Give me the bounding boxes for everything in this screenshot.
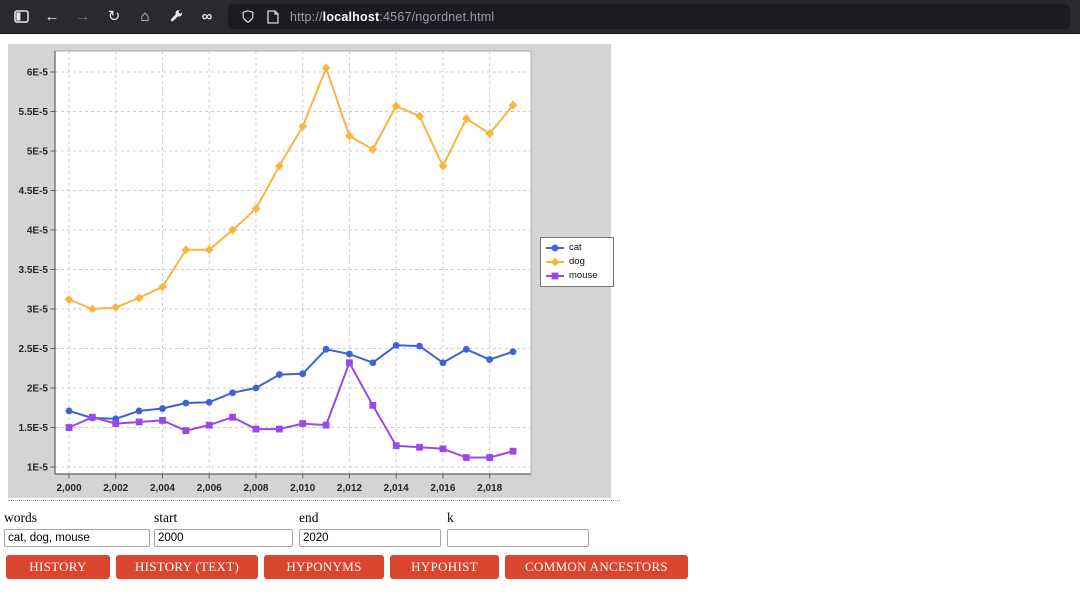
url-text: http://localhost:4567/ngordnet.html [290, 10, 494, 24]
mouse-line [68, 361, 514, 459]
url-host: localhost [322, 9, 380, 24]
k-label: k [447, 510, 454, 525]
chart-svg: 1E-5 1.5E-5 2E-5 2.5E-5 3E-5 3.5E-5 4E-5 4.5E-5… [19, 50, 532, 494]
reload-icon[interactable]: ↻ [107, 8, 121, 25]
svg-text:2.5E-5: 2.5E-5 [19, 344, 49, 355]
svg-text:2,016: 2,016 [430, 483, 455, 494]
svg-text:1.5E-5: 1.5E-5 [19, 423, 49, 434]
words-field-group: words [4, 510, 150, 547]
form-buttons: HISTORY HISTORY (TEXT) HYPONYMS HYPOHIST… [0, 555, 1080, 579]
back-icon[interactable]: ← [44, 8, 60, 25]
common-ancestors-button[interactable]: COMMON ANCESTORS [505, 555, 688, 579]
legend-item-cat: cat [545, 243, 609, 253]
svg-text:6E-5: 6E-5 [27, 68, 49, 79]
svg-text:2,010: 2,010 [290, 483, 315, 494]
forward-icon[interactable]: → [75, 8, 91, 25]
infinity-icon[interactable]: ∞ [201, 8, 213, 25]
hypohist-button[interactable]: HYPOHIST [390, 555, 499, 579]
end-label: end [299, 510, 319, 525]
svg-text:2,018: 2,018 [477, 483, 502, 494]
legend-label-mouse: mouse [569, 270, 598, 282]
legend-item-mouse: mouse [545, 271, 609, 281]
svg-text:3E-5: 3E-5 [27, 305, 49, 316]
form-fields: words start end k [0, 510, 1080, 547]
words-label: words [4, 510, 37, 525]
svg-text:2,000: 2,000 [56, 483, 81, 494]
end-input[interactable] [299, 529, 441, 547]
chart-wrapper: 1E-5 1.5E-5 2E-5 2.5E-5 3E-5 3.5E-5 4E-5 4.5E-5… [8, 44, 620, 501]
svg-text:5E-5: 5E-5 [27, 147, 49, 158]
words-input[interactable] [4, 529, 150, 547]
page-icon[interactable] [266, 8, 279, 26]
wrench-icon[interactable] [167, 8, 185, 26]
history-button[interactable]: HISTORY [6, 555, 110, 579]
end-field-group: end [299, 510, 441, 547]
svg-text:2,006: 2,006 [197, 483, 222, 494]
start-input[interactable] [154, 529, 293, 547]
ngram-chart: 1E-5 1.5E-5 2E-5 2.5E-5 3E-5 3.5E-5 4E-5 4.5E-5… [8, 44, 614, 498]
chart-legend: cat dog mouse [540, 237, 614, 287]
history-text-button[interactable]: HISTORY (TEXT) [116, 555, 258, 579]
hyponyms-button[interactable]: HYPONYMS [264, 555, 384, 579]
url-path: :4567/ngordnet.html [379, 9, 495, 24]
k-input[interactable] [447, 529, 589, 547]
cat-line [68, 344, 514, 420]
browser-toolbar: ← → ↻ ⌂ ∞ http://localhost:4567/ngordnet… [0, 0, 1080, 34]
dog-line [68, 67, 514, 310]
legend-label-cat: cat [569, 242, 582, 254]
start-field-group: start [154, 510, 293, 547]
svg-text:2E-5: 2E-5 [27, 384, 49, 395]
home-icon[interactable]: ⌂ [140, 8, 150, 25]
svg-text:5.5E-5: 5.5E-5 [19, 107, 49, 118]
dog-markers [64, 63, 518, 314]
legend-marker-mouse [546, 272, 564, 280]
svg-text:2,004: 2,004 [150, 483, 175, 494]
legend-marker-cat [546, 244, 564, 252]
svg-text:4E-5: 4E-5 [27, 226, 49, 237]
start-label: start [154, 510, 178, 525]
shield-icon[interactable] [240, 8, 255, 26]
k-field-group: k [447, 510, 589, 547]
svg-text:2,014: 2,014 [384, 483, 409, 494]
svg-text:3.5E-5: 3.5E-5 [19, 265, 49, 276]
legend-label-dog: dog [569, 256, 585, 268]
legend-item-dog: dog [545, 257, 609, 267]
sidebar-toggle-icon[interactable] [12, 8, 30, 26]
mouse-markers [65, 359, 517, 461]
legend-marker-dog [546, 257, 564, 267]
svg-text:1E-5: 1E-5 [27, 463, 49, 474]
url-scheme: http:// [290, 9, 323, 24]
svg-text:2,012: 2,012 [337, 483, 362, 494]
svg-text:2,008: 2,008 [243, 483, 268, 494]
url-bar[interactable]: http://localhost:4567/ngordnet.html [228, 4, 1070, 29]
svg-text:2,002: 2,002 [103, 483, 128, 494]
svg-text:4.5E-5: 4.5E-5 [19, 186, 49, 197]
query-form: words start end k HISTORY HISTORY (TEXT)… [0, 510, 1080, 579]
